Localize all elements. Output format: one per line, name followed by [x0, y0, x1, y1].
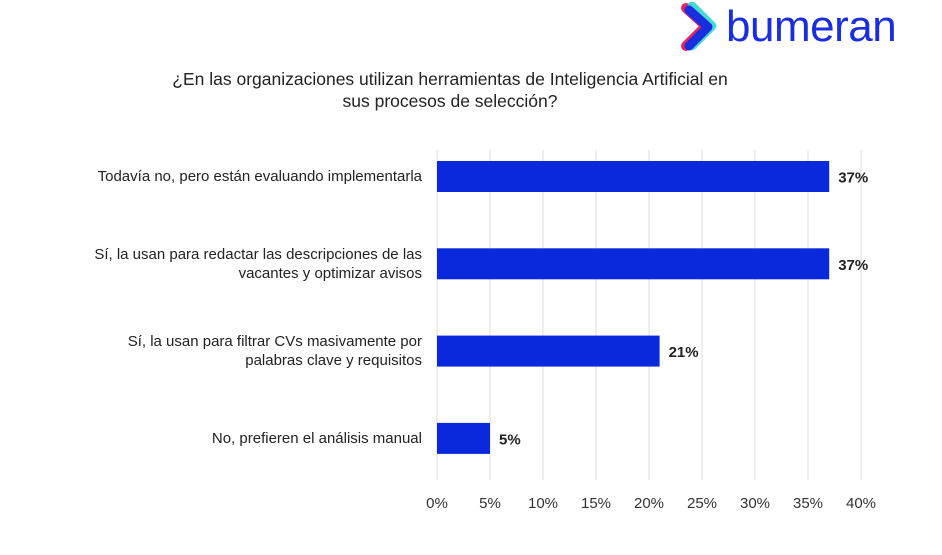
- x-tick-label: 10%: [528, 495, 558, 512]
- category-label-line: Sí, la usan para filtrar CVs masivamente…: [127, 333, 422, 351]
- data-label: 5%: [499, 431, 521, 448]
- category-label-line: Sí, la usan para redactar las descripcio…: [94, 245, 422, 263]
- x-tick-label: 35%: [793, 495, 823, 512]
- logo-chevron-icon: [681, 2, 717, 51]
- x-tick-label: 15%: [581, 495, 611, 512]
- chart-title-line: ¿En las organizaciones utilizan herramie…: [172, 69, 728, 89]
- x-tick-label: 40%: [846, 495, 876, 512]
- category-label: Sí, la usan para filtrar CVs masivamente…: [2, 332, 422, 370]
- data-label: 37%: [838, 170, 868, 187]
- data-label: 37%: [838, 257, 868, 274]
- chart-title-line: sus procesos de selección?: [342, 91, 558, 111]
- logo-text: bumeran: [726, 2, 897, 51]
- bar: [437, 248, 830, 280]
- bumeran-logo: bumeran: [680, 2, 897, 52]
- chart-title: ¿En las organizaciones utilizan herramie…: [60, 68, 840, 112]
- bar: [437, 161, 830, 192]
- x-tick-label: 25%: [687, 495, 717, 512]
- category-label: Todavía no, pero están evaluando impleme…: [2, 167, 422, 186]
- x-tick-label: 0%: [426, 495, 448, 512]
- category-label-line: No, prefieren el análisis manual: [211, 429, 422, 447]
- x-tick-label: 5%: [479, 495, 501, 512]
- category-label: Sí, la usan para redactar las descripcio…: [2, 245, 422, 283]
- data-label: 21%: [669, 344, 699, 361]
- category-label-line: Todavía no, pero están evaluando impleme…: [97, 168, 422, 185]
- bar: [437, 335, 660, 367]
- x-tick-label: 20%: [634, 495, 664, 512]
- category-label: No, prefieren el análisis manual: [2, 429, 422, 448]
- x-tick-label: 30%: [740, 495, 770, 512]
- bar: [437, 422, 490, 454]
- category-label-line: vacantes y optimizar avisos: [238, 264, 422, 282]
- category-label-line: palabras clave y requisitos: [245, 352, 422, 370]
